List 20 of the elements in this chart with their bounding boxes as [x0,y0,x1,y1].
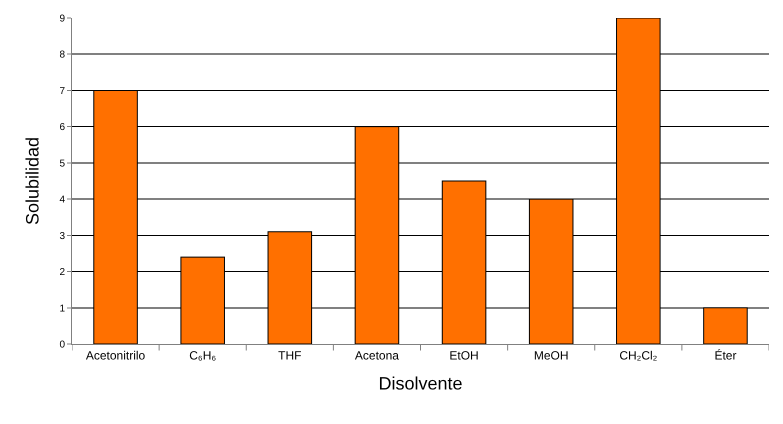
y-tick-label: 7 [59,86,66,97]
x-tick-label: EtOH [449,348,479,362]
y-tick-label: 6 [59,122,66,134]
x-tick-label: CH₂Cl₂ [619,348,658,362]
x-tick-label: Acetona [354,348,400,362]
y-tick-label: 5 [59,158,66,170]
y-axis-title: Solubilidad [22,136,43,226]
x-tick-label: C₆H₆ [189,348,216,362]
x-tick-label: Acetonitrilo [86,348,146,362]
y-tick-label: 8 [59,50,66,61]
y-tick-label: 1 [59,303,66,314]
x-tick-label: MeOH [534,348,569,362]
x-axis-title: Disolvente [378,374,463,394]
y-tick-label: 4 [59,194,66,206]
y-tick-label: 3 [59,230,66,242]
y-tick-label: 0 [59,340,66,350]
x-tick-label: THF [278,348,302,362]
y-tick-label: 2 [59,267,66,278]
x-tick-label: Éter [714,348,736,362]
y-tick-label: 9 [59,14,66,24]
